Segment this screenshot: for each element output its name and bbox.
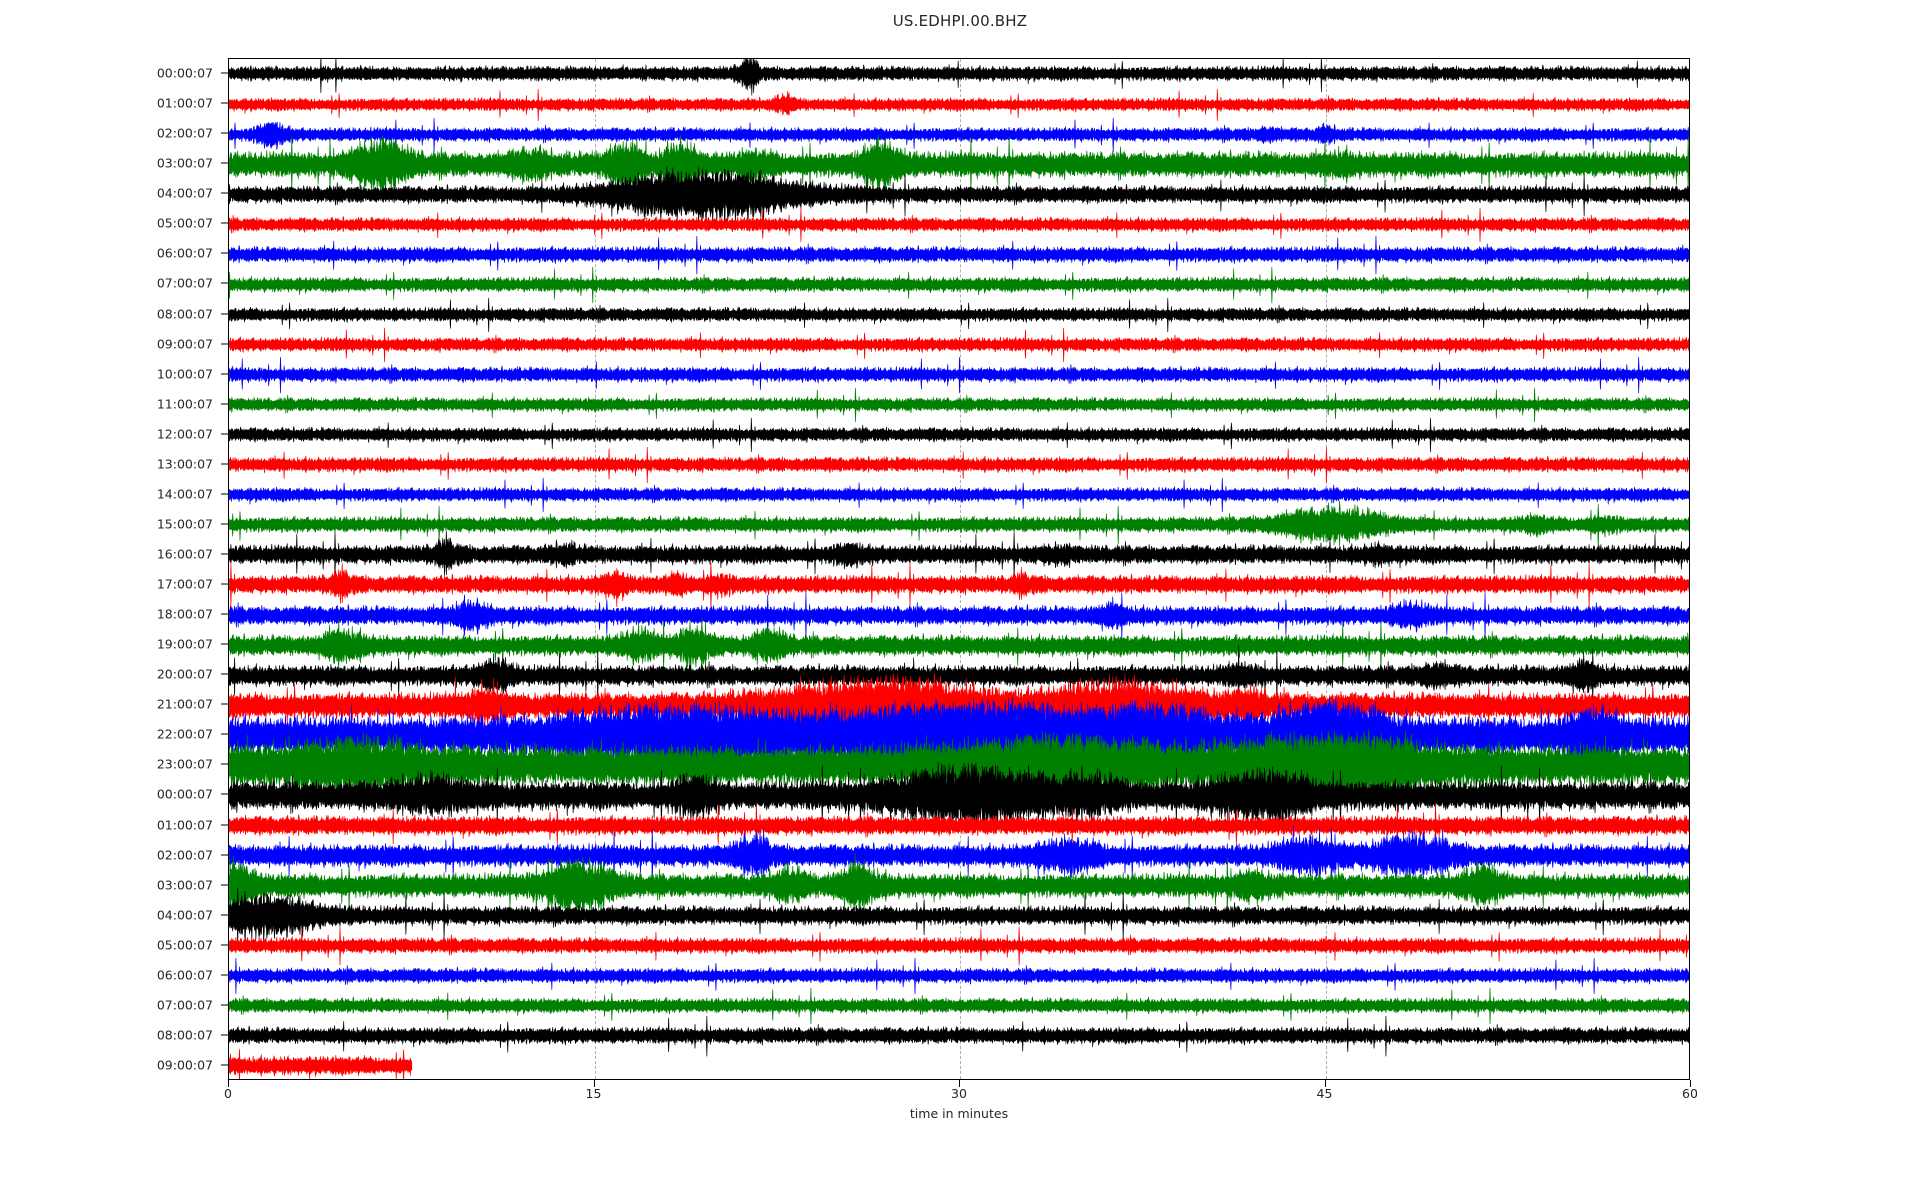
x-axis-title: time in minutes [228, 1106, 1690, 1121]
plot-area [228, 58, 1690, 1080]
gridline-x-45 [1326, 59, 1327, 1079]
x-tick-label-45: 45 [1317, 1086, 1333, 1101]
y-tick-mark-26 [221, 854, 228, 855]
y-tick-mark-7 [221, 283, 228, 284]
y-tick-label-27: 03:00:07 [93, 877, 213, 892]
y-tick-label-4: 04:00:07 [93, 186, 213, 201]
y-tick-label-23: 23:00:07 [93, 757, 213, 772]
y-tick-mark-22 [221, 734, 228, 735]
y-tick-label-20: 20:00:07 [93, 667, 213, 682]
y-tick-label-26: 02:00:07 [93, 847, 213, 862]
y-tick-label-8: 08:00:07 [93, 306, 213, 321]
y-tick-mark-10 [221, 373, 228, 374]
y-tick-label-19: 19:00:07 [93, 637, 213, 652]
y-tick-label-24: 00:00:07 [93, 787, 213, 802]
gridline-x-15 [595, 59, 596, 1079]
y-tick-mark-17 [221, 584, 228, 585]
y-tick-label-17: 17:00:07 [93, 577, 213, 592]
y-tick-label-18: 18:00:07 [93, 607, 213, 622]
y-tick-label-16: 16:00:07 [93, 546, 213, 561]
y-tick-label-22: 22:00:07 [93, 727, 213, 742]
y-tick-mark-24 [221, 794, 228, 795]
y-tick-mark-20 [221, 674, 228, 675]
y-tick-mark-15 [221, 523, 228, 524]
x-tick-label-60: 60 [1682, 1086, 1698, 1101]
y-tick-mark-1 [221, 103, 228, 104]
y-tick-mark-25 [221, 824, 228, 825]
y-tick-label-2: 02:00:07 [93, 126, 213, 141]
y-tick-mark-5 [221, 223, 228, 224]
y-tick-mark-2 [221, 133, 228, 134]
y-tick-label-3: 03:00:07 [93, 156, 213, 171]
y-tick-label-15: 15:00:07 [93, 516, 213, 531]
y-tick-label-29: 05:00:07 [93, 937, 213, 952]
y-tick-mark-30 [221, 974, 228, 975]
y-tick-mark-3 [221, 163, 228, 164]
y-tick-label-32: 08:00:07 [93, 1027, 213, 1042]
y-tick-mark-0 [221, 73, 228, 74]
y-tick-mark-18 [221, 614, 228, 615]
y-tick-label-14: 14:00:07 [93, 486, 213, 501]
y-tick-label-13: 13:00:07 [93, 456, 213, 471]
x-tick-label-30: 30 [951, 1086, 967, 1101]
y-tick-mark-16 [221, 553, 228, 554]
y-tick-label-5: 05:00:07 [93, 216, 213, 231]
y-tick-label-28: 04:00:07 [93, 907, 213, 922]
y-tick-mark-8 [221, 313, 228, 314]
y-tick-label-12: 12:00:07 [93, 426, 213, 441]
y-tick-label-10: 10:00:07 [93, 366, 213, 381]
y-tick-mark-11 [221, 403, 228, 404]
y-tick-label-1: 01:00:07 [93, 96, 213, 111]
y-tick-label-11: 11:00:07 [93, 396, 213, 411]
y-tick-mark-12 [221, 433, 228, 434]
y-tick-mark-31 [221, 1004, 228, 1005]
gridline-x-30 [960, 59, 961, 1079]
page-title: US.EDHPI.00.BHZ [0, 12, 1920, 30]
y-tick-mark-4 [221, 193, 228, 194]
y-tick-mark-14 [221, 493, 228, 494]
y-tick-mark-9 [221, 343, 228, 344]
waveform-trace-33 [229, 1037, 412, 1080]
y-tick-mark-19 [221, 644, 228, 645]
y-tick-label-9: 09:00:07 [93, 336, 213, 351]
y-tick-label-6: 06:00:07 [93, 246, 213, 261]
x-tick-label-15: 15 [586, 1086, 602, 1101]
y-tick-mark-33 [221, 1064, 228, 1065]
y-tick-mark-23 [221, 764, 228, 765]
y-tick-label-30: 06:00:07 [93, 967, 213, 982]
y-tick-label-33: 09:00:07 [93, 1057, 213, 1072]
y-tick-label-25: 01:00:07 [93, 817, 213, 832]
y-tick-label-7: 07:00:07 [93, 276, 213, 291]
y-tick-mark-29 [221, 944, 228, 945]
y-tick-mark-6 [221, 253, 228, 254]
y-tick-label-31: 07:00:07 [93, 997, 213, 1012]
y-tick-mark-13 [221, 463, 228, 464]
y-tick-mark-27 [221, 884, 228, 885]
y-tick-mark-32 [221, 1034, 228, 1035]
y-tick-mark-21 [221, 704, 228, 705]
y-tick-mark-28 [221, 914, 228, 915]
y-tick-label-21: 21:00:07 [93, 697, 213, 712]
y-tick-label-0: 00:00:07 [93, 66, 213, 81]
x-tick-label-0: 0 [224, 1086, 232, 1101]
